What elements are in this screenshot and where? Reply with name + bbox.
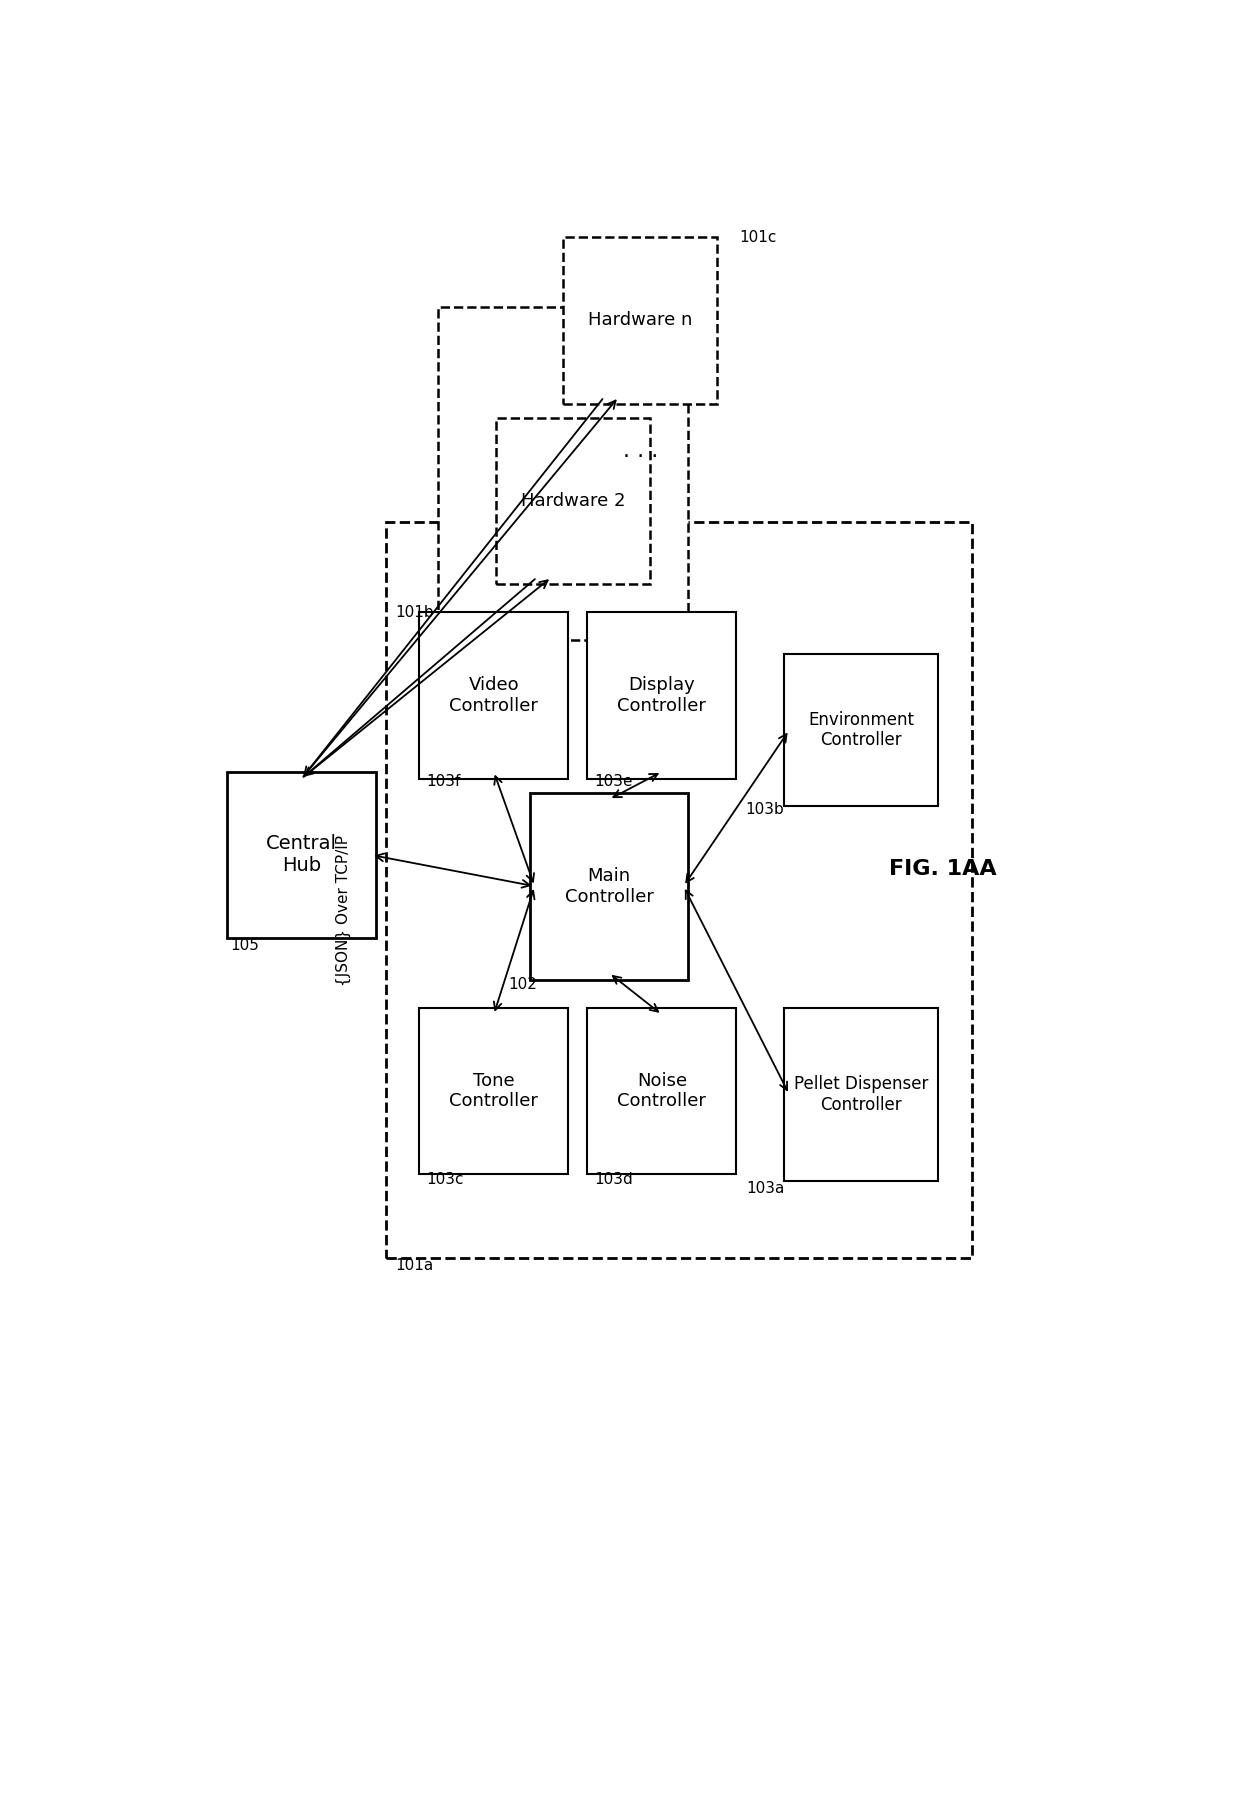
Text: 103f: 103f — [427, 775, 460, 790]
Text: 105: 105 — [229, 938, 259, 954]
Text: Main
Controller: Main Controller — [564, 867, 653, 905]
Text: Noise
Controller: Noise Controller — [618, 1071, 707, 1111]
Text: Video
Controller: Video Controller — [449, 676, 538, 714]
FancyBboxPatch shape — [563, 238, 717, 404]
Text: Environment
Controller: Environment Controller — [808, 710, 914, 750]
Text: 101c: 101c — [739, 229, 776, 245]
Text: 101a: 101a — [396, 1258, 434, 1273]
FancyBboxPatch shape — [439, 307, 688, 640]
Text: 101b: 101b — [396, 606, 434, 620]
FancyBboxPatch shape — [785, 654, 939, 806]
FancyBboxPatch shape — [588, 611, 737, 779]
Text: 103c: 103c — [427, 1172, 464, 1186]
FancyBboxPatch shape — [419, 1008, 568, 1174]
Text: Tone
Controller: Tone Controller — [449, 1071, 538, 1111]
FancyBboxPatch shape — [588, 1008, 737, 1174]
Text: Central
Hub: Central Hub — [267, 835, 337, 876]
Text: Pellet Dispenser
Controller: Pellet Dispenser Controller — [794, 1075, 929, 1114]
Text: {JSON} Over TCP/IP: {JSON} Over TCP/IP — [336, 835, 351, 986]
FancyBboxPatch shape — [529, 793, 688, 979]
FancyBboxPatch shape — [496, 418, 650, 584]
Text: 103b: 103b — [745, 802, 785, 817]
FancyBboxPatch shape — [419, 611, 568, 779]
Text: · · ·: · · · — [622, 447, 658, 467]
Text: Display
Controller: Display Controller — [618, 676, 707, 714]
Text: 103e: 103e — [594, 775, 632, 790]
Text: Hardware n: Hardware n — [588, 312, 692, 330]
Text: Hardware 2: Hardware 2 — [521, 492, 625, 510]
Text: 103a: 103a — [746, 1181, 785, 1195]
Text: FIG. 1AA: FIG. 1AA — [889, 858, 997, 878]
Text: 103d: 103d — [594, 1172, 632, 1186]
Text: 102: 102 — [508, 977, 537, 992]
FancyBboxPatch shape — [785, 1008, 939, 1181]
FancyBboxPatch shape — [227, 772, 376, 938]
FancyBboxPatch shape — [386, 521, 972, 1258]
